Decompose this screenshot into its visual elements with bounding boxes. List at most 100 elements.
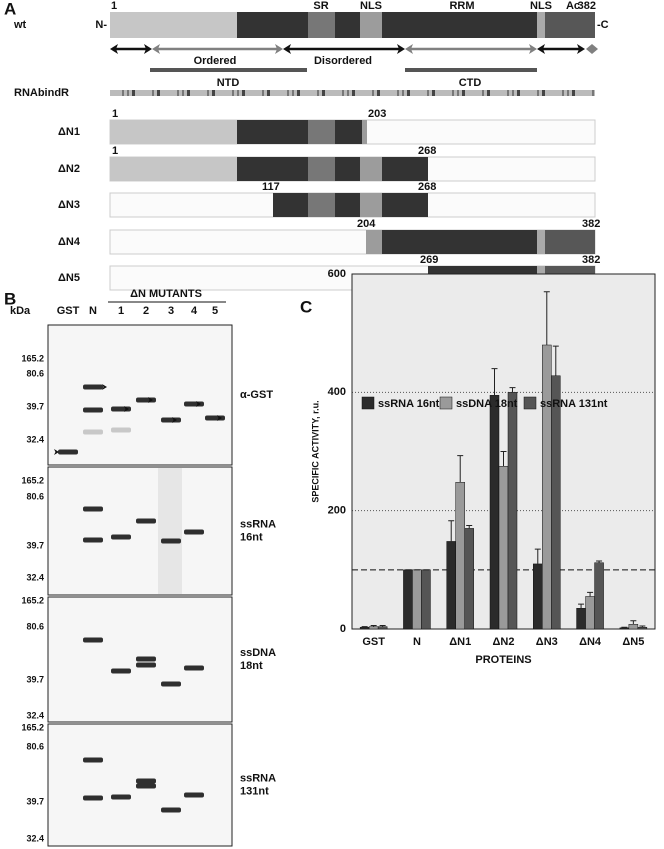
- band: [83, 506, 103, 512]
- marker-label: 165.2: [21, 722, 44, 732]
- error-bar: [379, 624, 386, 627]
- track-stripe: [297, 90, 300, 96]
- lane-label: N: [89, 305, 97, 317]
- track-stripe: [457, 90, 459, 96]
- bar: [489, 395, 500, 630]
- y-tick-label: 0: [340, 623, 346, 635]
- track-stripe: [317, 90, 319, 96]
- error-bar: [448, 520, 455, 542]
- band: [161, 681, 181, 687]
- band: [111, 534, 131, 540]
- blot: [47, 324, 233, 466]
- domain-segment: [360, 12, 382, 38]
- arrowhead-marker: [196, 401, 201, 407]
- arrowhead-marker: [54, 449, 59, 455]
- position-label: 204: [357, 218, 376, 230]
- panel-label: A: [4, 0, 16, 18]
- domain-segment: [110, 12, 237, 38]
- error-bar: [630, 620, 637, 625]
- blot-label: ssRNA: [240, 518, 276, 530]
- track-stripe: [402, 90, 404, 96]
- track-stripe: [187, 90, 190, 96]
- error-bar: [534, 548, 541, 564]
- domain-segment: [237, 12, 308, 38]
- track-stripe: [592, 90, 594, 96]
- y-tick-label: 400: [328, 386, 346, 398]
- marker-label: 80.6: [26, 368, 44, 378]
- bar: [455, 482, 465, 630]
- track-stripe: [487, 90, 490, 96]
- track-stripe: [562, 90, 564, 96]
- group-label: ΔN MUTANTS: [130, 288, 202, 300]
- blot-label: ssRNA: [240, 772, 276, 784]
- position-label: 382: [578, 0, 596, 12]
- track-stripe: [397, 90, 399, 96]
- panel-label: B: [4, 289, 16, 308]
- bar: [542, 344, 552, 630]
- legend-swatch: [439, 396, 453, 410]
- region-label: Ordered: [194, 55, 237, 67]
- track-stripe: [572, 90, 575, 96]
- band: [161, 417, 181, 423]
- band: [136, 662, 156, 668]
- band: [111, 668, 131, 674]
- error-bar: [361, 626, 368, 628]
- bar: [446, 541, 456, 630]
- arrow-head: [586, 44, 598, 54]
- marker-label: 165.2: [21, 595, 44, 605]
- track-stripe: [432, 90, 435, 96]
- band: [136, 656, 156, 662]
- bar: [421, 569, 431, 630]
- error-bar: [596, 560, 603, 563]
- panel-label: C: [300, 297, 312, 316]
- band: [136, 397, 156, 403]
- domain-segment: [382, 12, 537, 38]
- track-stripe: [507, 90, 509, 96]
- lane-label: 1: [118, 305, 124, 317]
- position-label: 268: [418, 181, 436, 193]
- position-label: 203: [368, 108, 386, 120]
- track-stripe: [152, 90, 154, 96]
- track-stripe: [462, 90, 465, 96]
- band: [58, 449, 78, 455]
- track-stripe: [242, 90, 245, 96]
- arrowhead-marker: [148, 397, 153, 403]
- region-label: Disordered: [314, 55, 372, 67]
- track-stripe: [537, 90, 539, 96]
- position-label: 1: [111, 0, 117, 12]
- position-label: 269: [420, 254, 438, 266]
- domain-label: NLS: [360, 0, 382, 12]
- position-label: 1: [112, 145, 118, 157]
- blot-label: α-GST: [240, 389, 273, 401]
- blot: [47, 596, 233, 723]
- blot-label: 16nt: [240, 531, 263, 543]
- bar: [628, 624, 639, 630]
- band: [83, 537, 103, 543]
- domain-label: Ac: [566, 0, 580, 12]
- blot-label: ssDNA: [240, 647, 276, 659]
- track-stripe: [212, 90, 215, 96]
- position-label: 268: [418, 145, 436, 157]
- error-bar: [621, 626, 628, 628]
- x-tick-label: ΔN4: [579, 636, 602, 648]
- band: [111, 427, 131, 433]
- domain-segment: [335, 193, 360, 217]
- track-stripe: [407, 90, 410, 96]
- marker-label: 39.7: [26, 674, 44, 684]
- domain-segment: [308, 12, 335, 38]
- track-stripe: [512, 90, 514, 96]
- domain-segment: [366, 230, 382, 254]
- x-axis-title: PROTEINS: [475, 654, 531, 666]
- domain-segment: [360, 157, 382, 181]
- bar: [403, 569, 413, 630]
- arrowhead-marker: [124, 406, 129, 412]
- track-stripe: [157, 90, 160, 96]
- bar: [464, 528, 474, 630]
- track-stripe: [132, 90, 135, 96]
- error-bar: [491, 368, 498, 396]
- band: [136, 783, 156, 789]
- track-stripe: [182, 90, 184, 96]
- domain-segment: [545, 12, 595, 38]
- track-stripe: [517, 90, 520, 96]
